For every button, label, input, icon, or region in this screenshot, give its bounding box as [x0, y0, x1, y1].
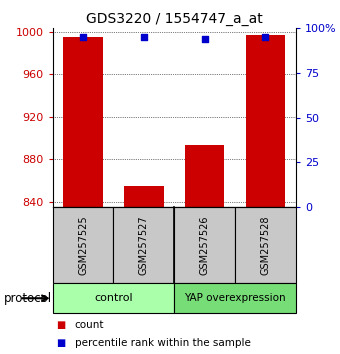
Bar — [235, 207, 296, 283]
Text: GSM257527: GSM257527 — [139, 215, 149, 275]
Text: GSM257526: GSM257526 — [200, 215, 210, 275]
Bar — [185, 145, 224, 207]
Bar — [53, 207, 114, 283]
Bar — [53, 283, 174, 313]
Text: control: control — [94, 293, 133, 303]
Bar — [114, 207, 174, 283]
Text: count: count — [75, 320, 104, 330]
Point — [141, 34, 147, 40]
Bar — [174, 207, 235, 283]
Bar — [63, 37, 103, 207]
Text: percentile rank within the sample: percentile rank within the sample — [75, 338, 251, 348]
Bar — [174, 283, 296, 313]
Point — [263, 34, 268, 40]
Point — [80, 34, 86, 40]
Bar — [246, 35, 285, 207]
Point — [202, 36, 207, 42]
Text: ■: ■ — [56, 338, 65, 348]
Text: YAP overexpression: YAP overexpression — [184, 293, 286, 303]
Bar — [124, 186, 164, 207]
Text: GSM257528: GSM257528 — [260, 215, 270, 275]
Title: GDS3220 / 1554747_a_at: GDS3220 / 1554747_a_at — [86, 12, 262, 26]
Text: ■: ■ — [56, 320, 65, 330]
Text: GSM257525: GSM257525 — [78, 215, 88, 275]
Text: protocol: protocol — [3, 292, 52, 305]
